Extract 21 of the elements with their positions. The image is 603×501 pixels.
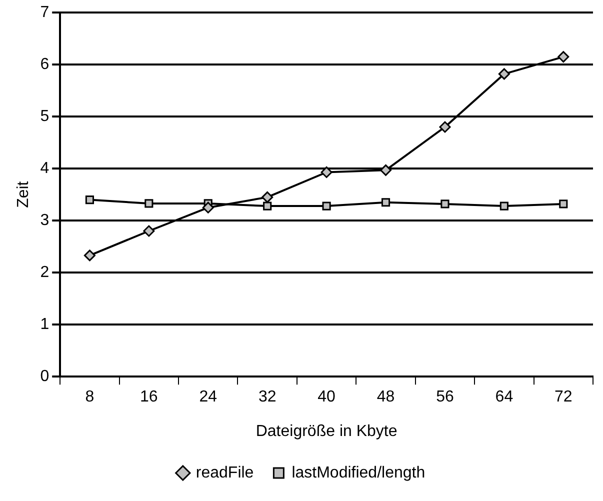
y-tick-label: 5 bbox=[40, 108, 50, 126]
y-tick-label: 2 bbox=[40, 264, 50, 282]
x-tick-label: 56 bbox=[436, 388, 454, 406]
x-tick-label: 40 bbox=[318, 388, 336, 406]
y-axis-title: Zeit bbox=[15, 180, 32, 208]
y-tick-label: 7 bbox=[40, 4, 50, 22]
y-tick-label: 1 bbox=[40, 316, 50, 334]
x-tick-label: 48 bbox=[376, 388, 395, 406]
y-tick-label: 6 bbox=[40, 56, 50, 74]
y-tick-label: 3 bbox=[40, 212, 50, 230]
x-tick-label: 72 bbox=[554, 388, 572, 406]
x-tick-label: 16 bbox=[140, 388, 158, 406]
legend-label: lastModified/length bbox=[292, 464, 426, 482]
x-tick-label: 32 bbox=[258, 388, 276, 406]
x-tick-label: 8 bbox=[85, 388, 94, 406]
y-tick-label: 0 bbox=[40, 368, 50, 386]
x-tick-label: 24 bbox=[199, 388, 218, 406]
x-tick-label: 64 bbox=[495, 388, 514, 406]
y-tick-label: 4 bbox=[40, 160, 50, 178]
x-axis-title: Dateigröße in Kbyte bbox=[256, 422, 398, 440]
legend-label: readFile bbox=[196, 464, 254, 482]
